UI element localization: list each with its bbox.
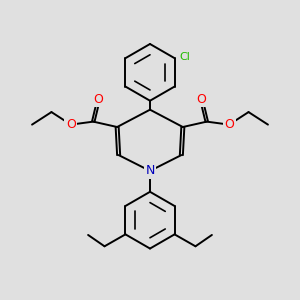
Text: O: O [224, 118, 234, 131]
Text: O: O [196, 93, 206, 106]
Text: N: N [145, 164, 155, 177]
Text: O: O [66, 118, 76, 131]
Text: Cl: Cl [180, 52, 190, 62]
Text: O: O [94, 93, 103, 106]
